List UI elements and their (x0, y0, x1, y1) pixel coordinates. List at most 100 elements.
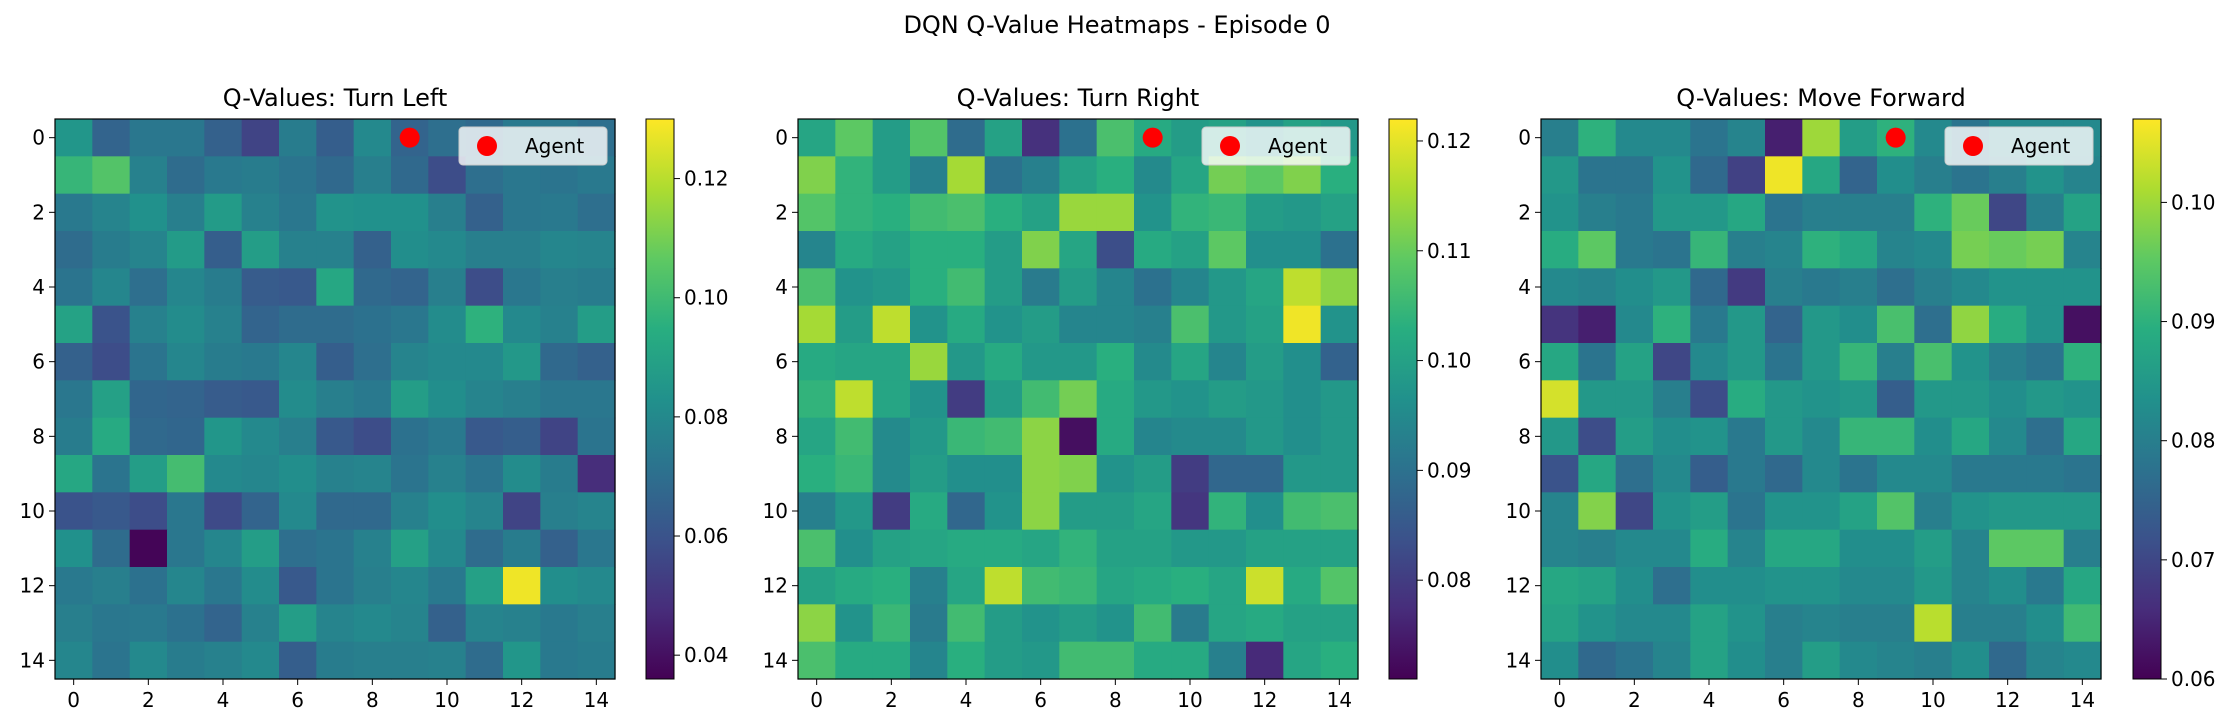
heatmap-cell (1802, 305, 1841, 344)
heatmap-cell (872, 343, 911, 381)
heatmap-cell (92, 641, 131, 680)
axes-frame (797, 118, 1359, 680)
x-tick-label: 10 (1177, 688, 1202, 712)
heatmap-cell (241, 156, 280, 195)
heatmap-cell (129, 567, 168, 605)
heatmap-cell (1541, 343, 1579, 381)
heatmap-cell (465, 268, 504, 307)
heatmap-cell (1727, 268, 1766, 307)
heatmap-cell (204, 417, 243, 456)
heatmap-cell (910, 305, 948, 344)
heatmap-cell (1765, 417, 1803, 456)
heatmap-cell (167, 380, 205, 419)
heatmap-cell (1690, 380, 1729, 419)
heatmap-cell (1541, 268, 1579, 307)
heatmap-cell (129, 417, 168, 456)
heatmap-cell (1802, 380, 1841, 419)
heatmap-cell (798, 193, 836, 232)
heatmap-cell (1615, 529, 1654, 568)
heatmap-cell (1171, 492, 1210, 531)
heatmap-cell (947, 343, 986, 381)
heatmap-cell (391, 417, 429, 456)
colorbar: 0.04 0.06 0.08 0.10 0.12 (645, 118, 729, 680)
heatmap-cell (2063, 641, 2102, 680)
colorbar-tick-label: 0.11 (1427, 239, 1472, 263)
heatmap-cell (1690, 641, 1729, 680)
heatmap-cell (129, 305, 168, 344)
agent-marker (399, 127, 420, 148)
y-tick-label: 14 (20, 648, 45, 672)
y-tick-label: 12 (1506, 574, 1531, 598)
heatmap-cell (1022, 268, 1060, 307)
heatmap-cell (1283, 604, 1322, 643)
heatmap-cell (1096, 492, 1135, 531)
heatmap-cell (129, 193, 168, 232)
x-tick-label: 8 (1109, 688, 1122, 712)
x-tick-label: 12 (1995, 688, 2020, 712)
heatmap-cell (204, 604, 243, 643)
heatmap-panel-2: Q-Values: Move Forward 0 2 4 6 8 10 12 14 0 2 4 6 8 10… (1506, 84, 2216, 712)
heatmap-cell (984, 193, 1023, 232)
heatmap-cell (577, 529, 616, 568)
heatmap-cell (428, 567, 467, 605)
heatmap-cell (1246, 567, 1284, 605)
heatmap-cell (503, 417, 541, 456)
heatmap-cell (984, 492, 1023, 531)
heatmap-cell (391, 641, 429, 680)
heatmap-cell (316, 641, 355, 680)
x-tick-label: 12 (509, 688, 534, 712)
heatmap-panel-0: Q-Values: Turn Left 0 2 4 6 8 10 12 14 0 2 4 6 8 10 12 1… (20, 84, 729, 712)
heatmap-cell (835, 492, 874, 531)
heatmap-cell (1096, 604, 1135, 643)
heatmap-panel-1: Q-Values: Turn Right 0 2 4 6 8 10 12 14 0 2 4 6 8 10 12… (763, 84, 1472, 712)
heatmap-cell (1802, 417, 1841, 456)
heatmap-cell (2026, 604, 2065, 643)
heatmap-cell (1022, 193, 1060, 232)
heatmap-cell (1096, 567, 1135, 605)
heatmap-cell (1246, 455, 1284, 493)
legend-agent-marker (477, 136, 497, 156)
heatmap-cell (1653, 641, 1691, 680)
x-tick-label: 0 (67, 688, 80, 712)
heatmap-cell (1171, 529, 1210, 568)
heatmap-cell (1171, 380, 1210, 419)
heatmap-cell (1727, 119, 1766, 157)
heatmap-cell (1208, 343, 1247, 381)
heatmap-cell (167, 567, 205, 605)
heatmap-cell (1802, 604, 1841, 643)
x-tick-label: 6 (1777, 688, 1790, 712)
heatmap-cell (353, 417, 392, 456)
heatmap-cell (798, 156, 836, 195)
heatmap-cell (129, 343, 168, 381)
figure-suptitle: DQN Q-Value Heatmaps - Episode 0 (903, 11, 1330, 39)
heatmap-cell (835, 305, 874, 344)
heatmap-cell (540, 455, 579, 493)
heatmap-cell (428, 305, 467, 344)
heatmap-cell (1283, 492, 1322, 531)
heatmap-cell (428, 231, 467, 269)
heatmap-cell (353, 193, 392, 232)
heatmap-cell (1839, 417, 1878, 456)
heatmap-cell (1208, 231, 1247, 269)
heatmap-cell (1171, 567, 1210, 605)
heatmap-cell (1320, 641, 1359, 680)
heatmap-cell (2026, 455, 2065, 493)
heatmap-cell (798, 268, 836, 307)
heatmap-cell (1839, 529, 1878, 568)
heatmap-cell (2026, 380, 2065, 419)
heatmap-cell (1765, 641, 1803, 680)
heatmap-cell (1615, 604, 1654, 643)
heatmap-cell (1096, 417, 1135, 456)
heatmap-cell (1134, 455, 1172, 493)
heatmap-cell (1578, 305, 1617, 344)
heatmap-cell (1283, 641, 1322, 680)
heatmap-cell (2063, 305, 2102, 344)
heatmap-cell (428, 604, 467, 643)
heatmap-cell (872, 455, 911, 493)
heatmap-cell (1246, 492, 1284, 531)
heatmap-cell (204, 231, 243, 269)
heatmap-cell (1989, 604, 2027, 643)
heatmap-cell (798, 417, 836, 456)
heatmap-cell (798, 604, 836, 643)
